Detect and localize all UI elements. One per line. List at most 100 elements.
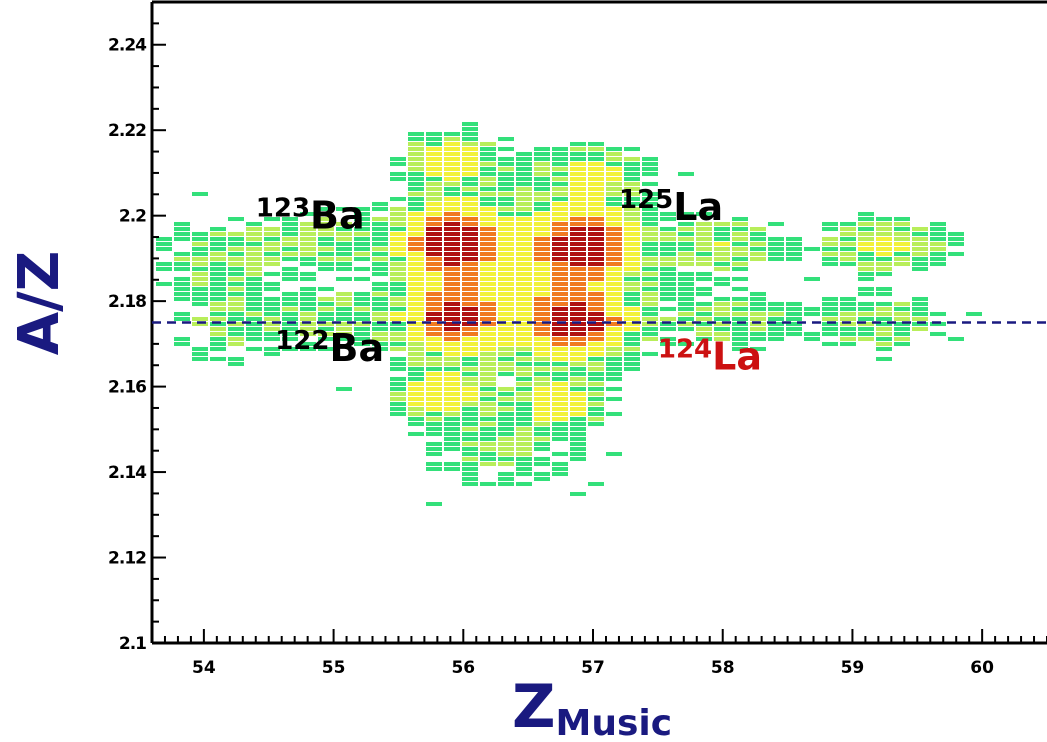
- heatmap-cell: [426, 217, 442, 221]
- heatmap-cell: [480, 377, 496, 381]
- heatmap-cell: [354, 222, 370, 226]
- heatmap-cell: [318, 347, 334, 351]
- heatmap-cell: [480, 197, 496, 201]
- heatmap-cell: [642, 337, 658, 341]
- heatmap-cell: [390, 302, 406, 306]
- heatmap-cell: [588, 387, 604, 391]
- heatmap-cell: [858, 212, 874, 216]
- heatmap-cell: [444, 422, 460, 426]
- heatmap-cell: [246, 252, 262, 256]
- heatmap-cell: [894, 252, 910, 256]
- heatmap-cell: [912, 322, 928, 326]
- heatmap-cell: [426, 132, 442, 136]
- heatmap-cell: [948, 237, 964, 241]
- heatmap-cell: [426, 407, 442, 411]
- heatmap-cell: [732, 287, 748, 291]
- heatmap-cell: [714, 332, 730, 336]
- heatmap-cell: [624, 357, 640, 361]
- heatmap-cell: [534, 472, 550, 476]
- heatmap-cell: [516, 217, 532, 221]
- heatmap-cell: [552, 382, 568, 386]
- heatmap-cell: [444, 272, 460, 276]
- heatmap-cell: [534, 417, 550, 421]
- heatmap-cell: [444, 307, 460, 311]
- heatmap-cell: [642, 267, 658, 271]
- heatmap-cell: [588, 407, 604, 411]
- heatmap-cell: [930, 242, 946, 246]
- heatmap-cell: [336, 292, 352, 296]
- heatmap-cell: [534, 457, 550, 461]
- heatmap-cell: [750, 347, 766, 351]
- heatmap-cell: [426, 322, 442, 326]
- heatmap-cell: [264, 332, 280, 336]
- heatmap-cell: [390, 382, 406, 386]
- heatmap-cell: [534, 317, 550, 321]
- heatmap-cell: [660, 272, 676, 276]
- heatmap-cell: [210, 337, 226, 341]
- heatmap-cell: [786, 302, 802, 306]
- heatmap-cell: [552, 322, 568, 326]
- heatmap-cell: [894, 262, 910, 266]
- heatmap-cell: [480, 162, 496, 166]
- heatmap-cell: [750, 292, 766, 296]
- heatmap-cell: [462, 387, 478, 391]
- heatmap-cell: [336, 277, 352, 281]
- heatmap-cell: [444, 137, 460, 141]
- heatmap-cell: [282, 222, 298, 226]
- heatmap-cell: [228, 217, 244, 221]
- heatmap-cell: [642, 197, 658, 201]
- heatmap-cell: [444, 327, 460, 331]
- heatmap-cell: [624, 332, 640, 336]
- heatmap-cell: [660, 287, 676, 291]
- heatmap-cell: [354, 247, 370, 251]
- heatmap-cell: [714, 242, 730, 246]
- heatmap-cell: [192, 237, 208, 241]
- heatmap-cell: [354, 297, 370, 301]
- heatmap-cell: [840, 342, 856, 346]
- heatmap-cell: [354, 312, 370, 316]
- heatmap-cell: [660, 342, 676, 346]
- heatmap-cell: [444, 312, 460, 316]
- heatmap-cell: [786, 252, 802, 256]
- heatmap-cell: [426, 372, 442, 376]
- heatmap-cell: [894, 307, 910, 311]
- heatmap-cell: [444, 242, 460, 246]
- heatmap-cell: [552, 402, 568, 406]
- heatmap-cell: [480, 307, 496, 311]
- heatmap-cell: [876, 272, 892, 276]
- heatmap-cell: [858, 232, 874, 236]
- heatmap-cell: [246, 267, 262, 271]
- heatmap-cell: [822, 257, 838, 261]
- heatmap-cell: [660, 257, 676, 261]
- heatmap-cell: [462, 382, 478, 386]
- heatmap-cell: [570, 372, 586, 376]
- heatmap-cell: [390, 252, 406, 256]
- heatmap-cell: [426, 397, 442, 401]
- heatmap-cell: [624, 232, 640, 236]
- heatmap-cell: [768, 307, 784, 311]
- heatmap-cell: [552, 232, 568, 236]
- heatmap-cell: [372, 322, 388, 326]
- heatmap-cell: [480, 277, 496, 281]
- heatmap-cell: [210, 332, 226, 336]
- heatmap-cell: [498, 267, 514, 271]
- heatmap-cell: [516, 457, 532, 461]
- heatmap-cell: [264, 312, 280, 316]
- y-tick-label: 2.24: [108, 36, 147, 56]
- heatmap-cell: [444, 302, 460, 306]
- heatmap-cell: [588, 377, 604, 381]
- heatmap-cell: [426, 197, 442, 201]
- heatmap-cell: [264, 272, 280, 276]
- heatmap-cell: [606, 192, 622, 196]
- heatmap-cell: [606, 277, 622, 281]
- heatmap-cell: [714, 257, 730, 261]
- heatmap-cell: [840, 262, 856, 266]
- heatmap-cell: [408, 232, 424, 236]
- heatmap-cell: [822, 242, 838, 246]
- heatmap-cell: [426, 467, 442, 471]
- heatmap-cell: [624, 297, 640, 301]
- heatmap-cell: [336, 247, 352, 251]
- heatmap-cell: [336, 242, 352, 246]
- heatmap-cell: [570, 177, 586, 181]
- heatmap-cell: [516, 182, 532, 186]
